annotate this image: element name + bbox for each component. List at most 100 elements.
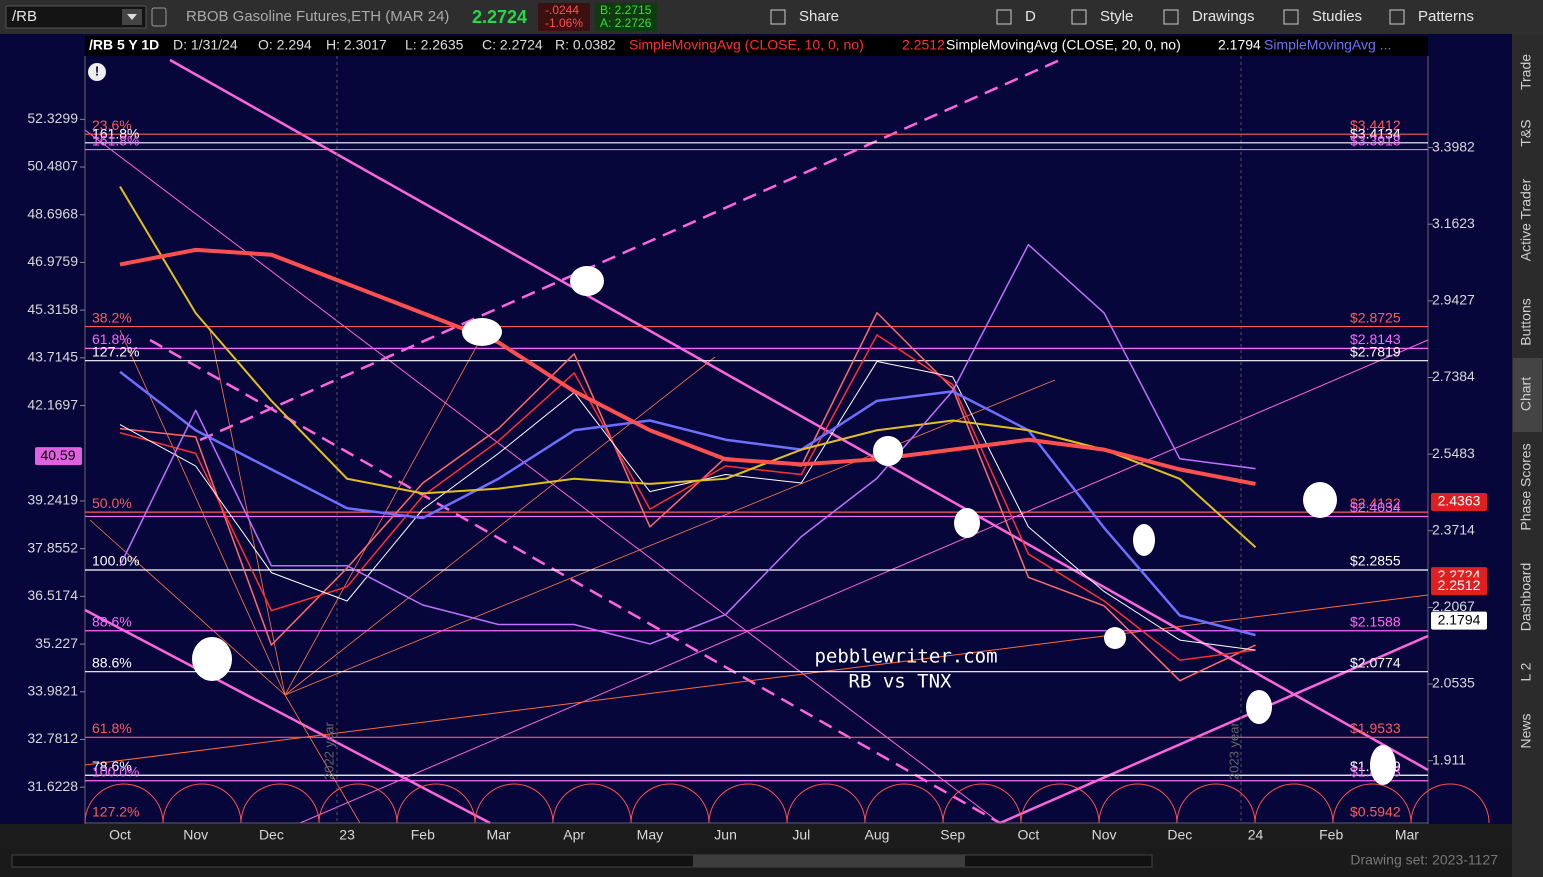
level-left-label: 100.0% bbox=[92, 763, 139, 779]
x-tick-label: Aug bbox=[865, 827, 890, 843]
scrollbar-thumb[interactable] bbox=[693, 855, 965, 867]
y-tick-label: 43.7145 bbox=[27, 349, 78, 365]
side-tab[interactable]: T&S bbox=[1518, 119, 1534, 146]
level-left-label: 100.0% bbox=[92, 553, 139, 569]
last-price: 2.2724 bbox=[472, 7, 527, 27]
side-tab[interactable]: Dashboard bbox=[1518, 563, 1534, 632]
level-left-label: 127.2% bbox=[92, 804, 139, 820]
cycle-arc bbox=[708, 783, 788, 824]
fan-line bbox=[284, 379, 1056, 696]
y-tick-label: 37.8552 bbox=[27, 539, 78, 555]
ask: A: 2.2726 bbox=[600, 16, 652, 30]
y-tick-label: 31.6228 bbox=[27, 778, 78, 794]
y-tick-label: 33.9821 bbox=[27, 682, 78, 698]
touch-marker bbox=[873, 436, 903, 466]
toolbar-button-label: Style bbox=[1100, 8, 1133, 25]
level-right-label: $2.2855 bbox=[1350, 553, 1401, 569]
button-icon bbox=[770, 9, 786, 25]
chart-caption: RB vs TNX bbox=[849, 671, 953, 693]
fan-line bbox=[284, 339, 481, 696]
price-tag bbox=[1431, 611, 1487, 630]
level-left-label: 88.6% bbox=[92, 613, 132, 629]
series-line bbox=[119, 186, 1257, 548]
left-axis-area bbox=[0, 34, 85, 824]
header-date: D: 1/31/24 bbox=[173, 37, 238, 53]
y-tick-label: 36.5174 bbox=[27, 587, 78, 603]
toolbar-button-label: Studies bbox=[1312, 8, 1362, 25]
price-tag bbox=[35, 447, 82, 466]
toolbar-button-label: Patterns bbox=[1418, 8, 1474, 25]
y2-tick-label: 2.7384 bbox=[1432, 368, 1475, 384]
dashed-trendline bbox=[199, 58, 1061, 442]
level-right-label: $2.0774 bbox=[1350, 654, 1401, 670]
side-tab[interactable]: Buttons bbox=[1518, 298, 1534, 345]
toolbar-button-label: D bbox=[1025, 8, 1036, 25]
year-label: 2023 year bbox=[1226, 722, 1241, 780]
header-low: L: 2.2635 bbox=[405, 37, 464, 53]
y-tick-label: 35.227 bbox=[35, 635, 78, 651]
active-tab bbox=[1513, 358, 1542, 432]
link-icon[interactable] bbox=[151, 7, 167, 27]
side-tab[interactable]: Chart bbox=[1518, 377, 1534, 411]
cycle-arc bbox=[1254, 783, 1334, 824]
touch-marker bbox=[954, 508, 980, 538]
price-tag-label: 2.2512 bbox=[1438, 577, 1481, 593]
side-tab[interactable]: Active Trader bbox=[1518, 178, 1534, 261]
level-left-label: 50.0% bbox=[92, 495, 132, 511]
side-tab[interactable]: L 2 bbox=[1518, 662, 1534, 681]
scrollbar-track[interactable] bbox=[11, 854, 1153, 868]
legend-value: 2.2512 bbox=[902, 37, 945, 53]
level-right-label: $1.9533 bbox=[1350, 720, 1401, 736]
change-pct: -1.06% bbox=[545, 16, 583, 30]
touch-markers bbox=[192, 266, 1396, 785]
side-tab[interactable]: Trade bbox=[1518, 54, 1534, 90]
cycle-arc bbox=[162, 783, 242, 824]
button-icon bbox=[996, 9, 1012, 25]
header-symbol: /RB 5 Y 1D bbox=[89, 37, 159, 53]
side-tab[interactable]: Phase Scores bbox=[1518, 443, 1534, 530]
watermark: pebblewriter.com bbox=[814, 646, 997, 668]
symbol-input[interactable] bbox=[5, 5, 147, 29]
side-tab[interactable]: News bbox=[1518, 713, 1534, 748]
cycle-arc bbox=[1098, 783, 1178, 824]
right-axis-area bbox=[1428, 34, 1512, 824]
price-tag bbox=[1431, 577, 1487, 596]
level-left-label: 61.8% bbox=[92, 720, 132, 736]
touch-marker bbox=[1303, 482, 1337, 518]
cycle-arc bbox=[552, 783, 632, 824]
y-tick-label: 32.7812 bbox=[27, 730, 78, 746]
level-left-label: 161.8% bbox=[92, 126, 139, 142]
cycle-arc bbox=[84, 783, 164, 824]
x-tick-label: Nov bbox=[183, 827, 208, 843]
level-right-label: $3.4134 bbox=[1350, 126, 1401, 142]
alert-icon[interactable] bbox=[88, 63, 106, 81]
y2-tick-label: 1.911 bbox=[1432, 751, 1466, 767]
x-tick-label: Mar bbox=[486, 827, 510, 843]
x-tick-label: Dec bbox=[1167, 827, 1192, 843]
level-right-label: $2.4132 bbox=[1350, 495, 1401, 511]
y-tick-label: 52.3299 bbox=[27, 110, 78, 126]
touch-marker bbox=[570, 266, 604, 296]
level-left-label: 88.6% bbox=[92, 654, 132, 670]
level-right-label: $2.4034 bbox=[1350, 499, 1401, 515]
x-tick-label: Apr bbox=[563, 827, 585, 843]
x-tick-label: Oct bbox=[1018, 827, 1040, 843]
x-tick-label: Dec bbox=[259, 827, 284, 843]
y-tick-label: 42.1697 bbox=[27, 396, 78, 412]
legend-entry: SimpleMovingAvg ... bbox=[1264, 37, 1391, 53]
level-right-label: $3.4412 bbox=[1350, 117, 1401, 133]
x-tick-label: Jun bbox=[714, 827, 737, 843]
level-right-label: $2.1588 bbox=[1350, 613, 1401, 629]
cycle-arc bbox=[396, 783, 476, 824]
x-tick-label: Feb bbox=[411, 827, 435, 843]
cycle-arc bbox=[630, 783, 710, 824]
trendline bbox=[999, 634, 1429, 825]
cycle-arc bbox=[1332, 783, 1412, 824]
price-tag-label: 2.1794 bbox=[1438, 611, 1481, 627]
fan-line bbox=[89, 519, 286, 696]
series-line bbox=[119, 334, 1256, 661]
cycle-arc bbox=[942, 783, 1022, 824]
button-icon bbox=[1389, 9, 1405, 25]
y2-tick-label: 3.1623 bbox=[1432, 215, 1475, 231]
